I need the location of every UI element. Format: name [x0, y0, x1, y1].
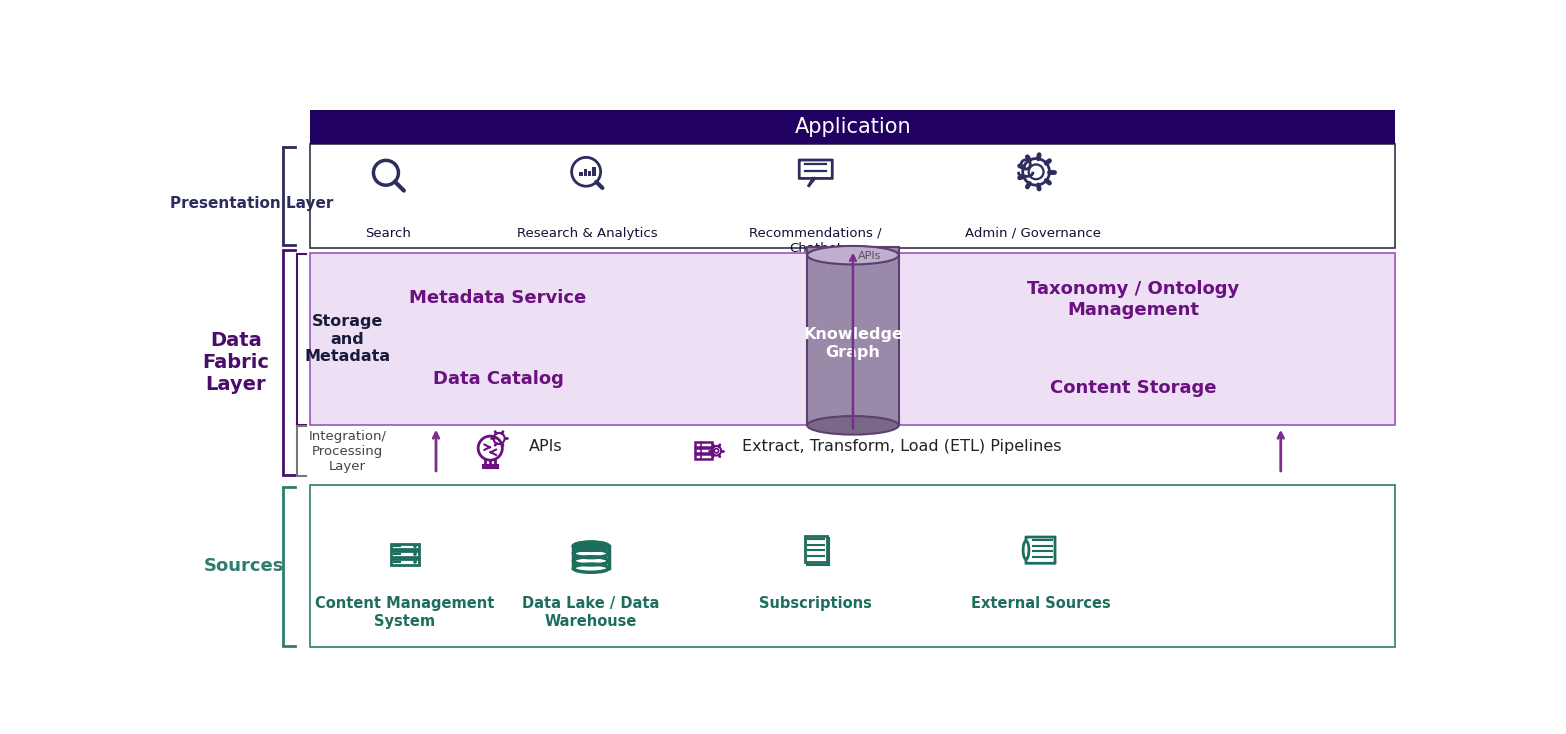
Text: APIs: APIs: [858, 251, 882, 261]
Ellipse shape: [573, 542, 609, 550]
Text: Application: Application: [794, 117, 911, 137]
Text: Presentation Layer: Presentation Layer: [169, 196, 334, 211]
FancyBboxPatch shape: [579, 172, 583, 176]
Text: Extract, Transform, Load (ETL) Pipelines: Extract, Transform, Load (ETL) Pipelines: [742, 439, 1062, 454]
FancyBboxPatch shape: [310, 144, 1395, 248]
FancyBboxPatch shape: [310, 109, 1395, 144]
Polygon shape: [810, 178, 814, 186]
FancyBboxPatch shape: [310, 485, 1395, 647]
Circle shape: [413, 545, 417, 548]
FancyBboxPatch shape: [805, 537, 827, 562]
Text: Sources: Sources: [204, 557, 283, 575]
Ellipse shape: [806, 246, 899, 264]
Text: External Sources: External Sources: [971, 596, 1110, 611]
Text: Research & Analytics: Research & Analytics: [517, 227, 658, 240]
Text: Content Storage: Content Storage: [1051, 379, 1217, 397]
Text: Admin / Governance: Admin / Governance: [965, 227, 1101, 240]
FancyBboxPatch shape: [584, 169, 587, 176]
FancyBboxPatch shape: [592, 167, 595, 176]
FancyBboxPatch shape: [310, 252, 1395, 425]
FancyBboxPatch shape: [589, 170, 592, 176]
Ellipse shape: [573, 542, 609, 550]
Text: APIs: APIs: [529, 439, 562, 454]
Text: Recommendations /
Chatbot: Recommendations / Chatbot: [750, 227, 882, 255]
Text: Data Catalog: Data Catalog: [432, 370, 564, 388]
Text: Knowledge
Graph: Knowledge Graph: [803, 327, 904, 360]
Ellipse shape: [1023, 541, 1029, 559]
Text: Content Management
System: Content Management System: [315, 596, 495, 629]
Text: Integration/
Processing
Layer: Integration/ Processing Layer: [309, 429, 387, 473]
FancyBboxPatch shape: [806, 247, 899, 425]
Text: Storage
and
Metadata: Storage and Metadata: [305, 314, 390, 364]
Circle shape: [413, 560, 417, 564]
Text: Metadata Service: Metadata Service: [409, 288, 587, 307]
Text: Data
Fabric
Layer: Data Fabric Layer: [202, 331, 269, 394]
Text: Data Lake / Data
Warehouse: Data Lake / Data Warehouse: [523, 596, 659, 629]
Text: Taxonomy / Ontology
Management: Taxonomy / Ontology Management: [1027, 280, 1240, 319]
Ellipse shape: [806, 416, 899, 435]
FancyBboxPatch shape: [1026, 537, 1055, 563]
Circle shape: [413, 552, 417, 556]
Text: Subscriptions: Subscriptions: [760, 596, 872, 611]
Text: Search: Search: [365, 227, 410, 240]
